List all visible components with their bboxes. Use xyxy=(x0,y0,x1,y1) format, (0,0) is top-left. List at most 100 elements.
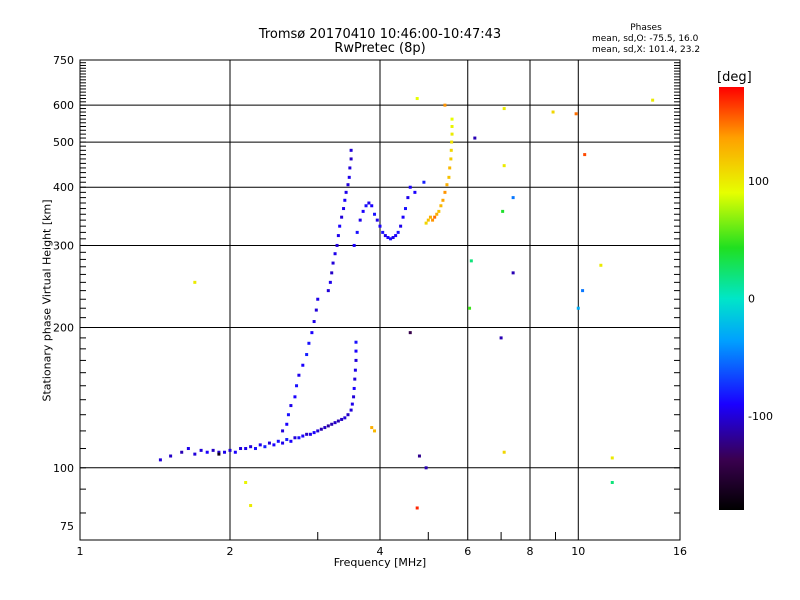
data-point xyxy=(468,306,472,310)
y-tick-label: 500 xyxy=(53,136,74,149)
data-point xyxy=(307,341,311,345)
data-point xyxy=(350,402,354,406)
data-point xyxy=(355,230,359,234)
data-point xyxy=(450,124,454,128)
chart-title-line1: Tromsø 20170410 10:46:00-10:47:43 xyxy=(258,27,502,42)
data-point xyxy=(352,243,356,247)
data-point xyxy=(333,421,337,425)
data-point xyxy=(312,431,316,435)
data-point xyxy=(358,218,362,222)
data-point xyxy=(328,280,332,284)
data-point xyxy=(424,221,428,225)
x-tick-label: 6 xyxy=(464,545,471,558)
colorbar xyxy=(719,87,744,510)
data-point xyxy=(349,157,353,161)
data-point xyxy=(511,271,515,275)
data-point xyxy=(370,204,374,208)
data-point xyxy=(448,166,452,170)
data-point xyxy=(502,450,506,454)
data-point xyxy=(352,386,356,390)
data-point xyxy=(610,480,614,484)
data-point xyxy=(422,180,426,184)
data-point xyxy=(239,447,243,451)
data-point xyxy=(401,215,405,219)
data-point xyxy=(158,458,162,462)
colorbar-tick-label: 0 xyxy=(748,293,755,306)
data-point xyxy=(193,280,197,284)
data-point xyxy=(450,117,454,121)
data-point xyxy=(333,252,337,256)
data-point xyxy=(373,429,377,433)
data-point xyxy=(445,183,449,187)
y-tick-label: 300 xyxy=(53,239,74,252)
data-point xyxy=(342,207,346,211)
data-point xyxy=(431,218,435,222)
data-point xyxy=(381,230,385,234)
y-tick-label: 600 xyxy=(53,99,74,112)
colorbar-tick-label: -100 xyxy=(748,410,773,423)
data-point xyxy=(447,175,451,179)
data-point xyxy=(499,336,503,340)
data-point xyxy=(272,443,276,447)
data-point xyxy=(301,434,305,438)
x-tick-label: 16 xyxy=(673,545,687,558)
data-point xyxy=(349,148,353,152)
data-point xyxy=(581,289,585,293)
data-point xyxy=(473,136,477,140)
data-point xyxy=(217,450,221,454)
data-point xyxy=(297,373,301,377)
data-point xyxy=(312,320,316,324)
data-point xyxy=(610,456,614,460)
data-point xyxy=(335,243,339,247)
data-point xyxy=(417,454,421,458)
data-point xyxy=(338,224,342,228)
data-point xyxy=(326,424,330,428)
data-point xyxy=(336,234,340,238)
data-point xyxy=(424,466,428,470)
data-point xyxy=(502,107,506,111)
data-point xyxy=(354,340,358,344)
data-point xyxy=(449,157,453,161)
data-point xyxy=(373,212,377,216)
data-point xyxy=(348,166,352,170)
data-point xyxy=(501,209,505,213)
data-point xyxy=(233,450,237,454)
x-tick-label: 4 xyxy=(377,545,384,558)
data-point xyxy=(330,271,334,275)
x-tick-label: 2 xyxy=(227,545,234,558)
data-point xyxy=(408,331,412,335)
data-point xyxy=(469,259,473,263)
legend-line1: mean, sd,O: -75.5, 16.0 xyxy=(592,34,699,44)
data-point xyxy=(396,230,400,234)
data-point xyxy=(354,358,358,362)
data-point xyxy=(249,445,253,449)
data-point xyxy=(450,140,454,144)
data-point xyxy=(399,224,403,228)
data-point xyxy=(340,215,344,219)
data-point xyxy=(551,110,555,114)
data-point xyxy=(450,132,454,136)
data-point xyxy=(389,237,393,241)
data-point xyxy=(199,448,203,452)
data-point xyxy=(378,224,382,228)
data-point xyxy=(316,429,320,433)
data-point xyxy=(336,419,340,423)
data-point xyxy=(316,297,320,301)
legend-title: Phases xyxy=(630,23,662,33)
data-point xyxy=(343,416,347,420)
data-point xyxy=(301,363,305,367)
data-point xyxy=(347,175,351,179)
data-point xyxy=(193,452,197,456)
data-point xyxy=(310,331,314,335)
data-point xyxy=(370,426,374,430)
data-point xyxy=(249,504,253,508)
data-point xyxy=(576,306,580,310)
data-point xyxy=(286,413,290,417)
legend-line2: mean, sd,X: 101.4, 23.2 xyxy=(592,45,701,55)
x-tick-label: 10 xyxy=(571,545,585,558)
data-point xyxy=(169,454,173,458)
data-point xyxy=(651,98,655,102)
data-point xyxy=(449,148,453,152)
